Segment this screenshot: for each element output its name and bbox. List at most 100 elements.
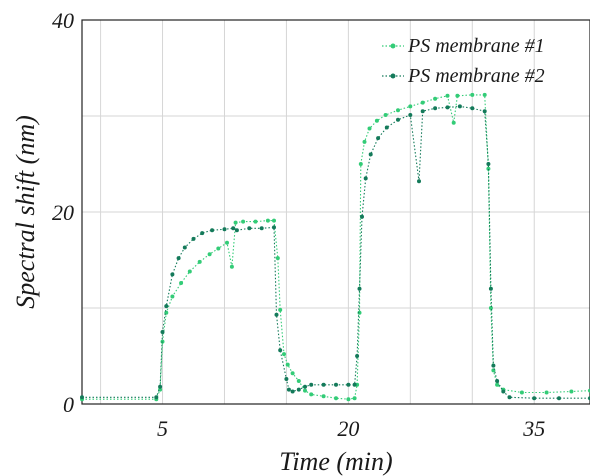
data-point bbox=[321, 382, 326, 387]
data-point bbox=[200, 231, 205, 236]
data-point bbox=[274, 312, 279, 317]
data-point bbox=[296, 387, 301, 392]
data-point bbox=[160, 330, 165, 334]
data-point bbox=[284, 377, 289, 381]
data-point bbox=[363, 176, 368, 181]
series-line bbox=[82, 94, 590, 400]
data-point bbox=[187, 269, 192, 274]
data-point bbox=[286, 387, 291, 392]
legend-item-1: PS membrane #1 bbox=[382, 35, 545, 57]
data-point bbox=[210, 228, 215, 233]
data-point bbox=[417, 179, 421, 184]
data-point bbox=[216, 246, 221, 251]
data-point bbox=[352, 382, 357, 387]
data-point bbox=[396, 108, 400, 113]
data-point bbox=[408, 104, 413, 109]
data-point bbox=[470, 92, 475, 97]
y-tick-label: 0 bbox=[63, 392, 74, 417]
data-point bbox=[445, 93, 450, 98]
data-point bbox=[207, 252, 212, 257]
data-point bbox=[290, 389, 295, 394]
data-point bbox=[433, 96, 438, 101]
data-point bbox=[470, 106, 475, 111]
y-tick-label: 40 bbox=[52, 8, 74, 33]
data-point bbox=[225, 240, 229, 245]
data-point bbox=[265, 218, 270, 223]
data-point bbox=[486, 162, 491, 166]
data-point bbox=[420, 109, 425, 114]
data-point bbox=[278, 348, 283, 353]
data-point bbox=[334, 382, 338, 387]
data-point bbox=[309, 382, 314, 387]
data-point bbox=[191, 236, 196, 241]
x-tick-label: 35 bbox=[522, 416, 545, 441]
data-point bbox=[488, 306, 493, 310]
data-point bbox=[455, 93, 460, 98]
data-point bbox=[376, 136, 381, 141]
data-point bbox=[80, 395, 84, 400]
data-point bbox=[396, 117, 400, 122]
data-point bbox=[488, 286, 493, 291]
y-axis-label: Spectral shift (nm) bbox=[11, 115, 40, 309]
data-point bbox=[569, 389, 574, 394]
x-tick-label: 5 bbox=[157, 416, 168, 441]
data-point bbox=[495, 382, 500, 387]
data-point bbox=[296, 379, 301, 383]
data-point bbox=[367, 126, 372, 131]
data-point bbox=[482, 109, 487, 114]
data-point bbox=[368, 152, 373, 157]
data-point bbox=[491, 368, 496, 373]
data-point bbox=[346, 397, 351, 402]
data-point bbox=[507, 395, 512, 400]
data-point bbox=[303, 384, 307, 389]
data-point bbox=[164, 304, 169, 309]
data-point bbox=[544, 390, 549, 395]
data-point bbox=[384, 125, 389, 130]
data-point bbox=[259, 226, 264, 231]
legend: PS membrane #1 PS membrane #2 bbox=[382, 35, 545, 87]
data-point bbox=[445, 105, 450, 110]
data-point bbox=[247, 226, 252, 231]
series-layer bbox=[80, 92, 590, 402]
data-point bbox=[374, 118, 379, 123]
data-point bbox=[451, 120, 456, 125]
legend-item-2: PS membrane #2 bbox=[382, 65, 545, 87]
data-point bbox=[158, 384, 163, 389]
data-point bbox=[233, 220, 238, 225]
x-axis-label: Time (min) bbox=[279, 447, 392, 476]
data-point bbox=[290, 371, 295, 376]
series-line bbox=[82, 105, 590, 399]
data-point bbox=[154, 395, 159, 400]
x-tick-label: 20 bbox=[337, 416, 359, 441]
data-point bbox=[285, 362, 290, 367]
data-point bbox=[241, 219, 246, 224]
data-point bbox=[253, 219, 258, 224]
series-2 bbox=[80, 104, 590, 401]
data-point bbox=[334, 396, 338, 401]
data-point bbox=[278, 307, 283, 312]
legend-label: PS membrane #1 bbox=[407, 35, 545, 57]
y-tick-label: 20 bbox=[52, 200, 74, 225]
data-point bbox=[357, 286, 362, 291]
data-point bbox=[231, 226, 236, 231]
data-point bbox=[357, 310, 362, 315]
tick-labels: 5 20 35 0 20 40 bbox=[52, 8, 545, 441]
data-point bbox=[282, 352, 286, 357]
data-point bbox=[234, 228, 239, 233]
data-point bbox=[229, 264, 234, 269]
data-point bbox=[182, 245, 187, 250]
data-point bbox=[420, 100, 425, 105]
data-point bbox=[433, 106, 438, 111]
data-point bbox=[179, 281, 184, 285]
legend-swatch-dot bbox=[390, 73, 396, 79]
data-point bbox=[197, 259, 202, 264]
data-point bbox=[532, 396, 537, 401]
data-point bbox=[482, 92, 487, 97]
data-point bbox=[321, 394, 326, 399]
data-point bbox=[170, 294, 175, 299]
data-point bbox=[309, 392, 314, 397]
data-point bbox=[272, 225, 276, 230]
data-point bbox=[272, 218, 276, 223]
data-point bbox=[222, 227, 227, 232]
